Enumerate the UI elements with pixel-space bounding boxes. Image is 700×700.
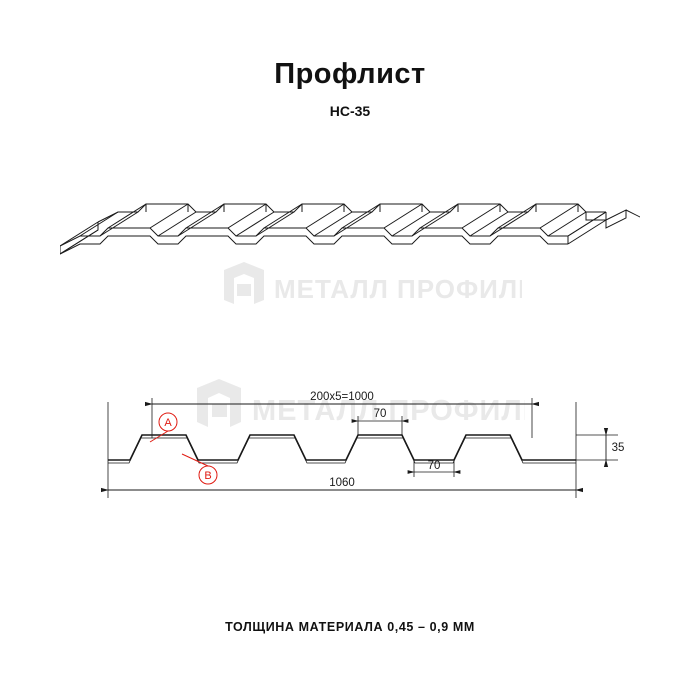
- callout-a-label: A: [164, 417, 172, 429]
- dimension-height-label: 35: [612, 442, 625, 454]
- dimension-pitch-label: 200x5=1000: [310, 391, 374, 403]
- material-thickness-note: ТОЛЩИНА МАТЕРИАЛА 0,45 – 0,9 ММ: [225, 620, 475, 634]
- isometric-sheet-drawing: [60, 180, 640, 320]
- cross-section-drawing: 200x5=1000 1060 35: [90, 380, 630, 510]
- dimension-rib-top-label: 70: [374, 408, 387, 420]
- dimension-rib-bottom-label: 70: [428, 460, 441, 472]
- profile-model-subtitle: НС-35: [329, 103, 371, 119]
- page-title: Профлист: [274, 58, 426, 90]
- callout-b-label: B: [204, 470, 211, 482]
- dimension-width-label: 1060: [329, 477, 355, 489]
